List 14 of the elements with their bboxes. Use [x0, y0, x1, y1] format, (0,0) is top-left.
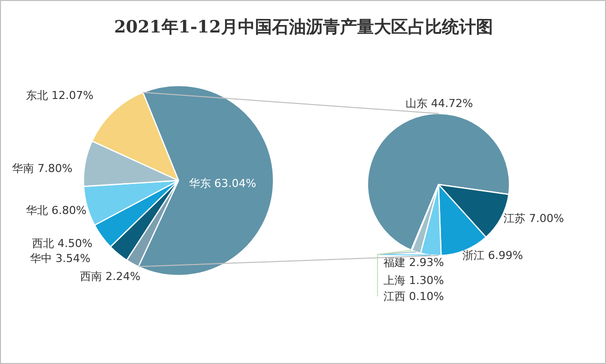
chart-title: 2021年1-12月中国石油沥青产量大区占比统计图 — [114, 18, 493, 38]
slice-label: 江西 0.10% — [384, 290, 444, 303]
slice-label: 西北 4.50% — [32, 237, 93, 250]
slice-label: 华南 7.80% — [12, 162, 73, 175]
slice-label: 上海 1.30% — [384, 274, 444, 287]
slice-label: 东北 12.07% — [26, 89, 94, 102]
slice-label: 山东 44.72% — [406, 97, 473, 110]
slice-label: 福建 2.93% — [384, 256, 444, 269]
slice-label: 西南 2.24% — [80, 270, 141, 283]
slice-label: 浙江 6.99% — [462, 249, 523, 262]
slice-label: 江苏 7.00% — [504, 212, 564, 225]
slice-label: 华东 63.04% — [188, 177, 256, 190]
slice-label: 华中 3.54% — [30, 252, 91, 265]
slice-label: 华北 6.80% — [26, 204, 87, 217]
